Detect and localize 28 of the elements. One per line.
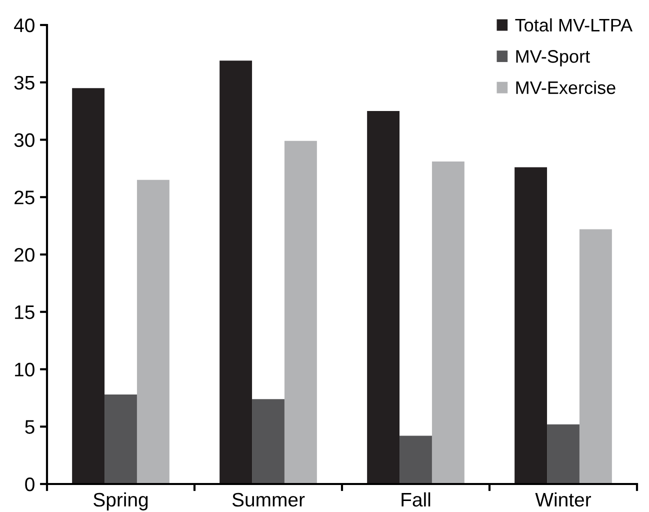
legend-label: Total MV-LTPA [515,18,633,32]
y-tick-label: 0 [25,477,34,492]
bar [220,60,252,484]
bar [579,229,612,484]
y-tick-label: 10 [15,362,34,376]
legend-label: MV-Sport [516,50,590,66]
y-tick-label: 25 [14,190,34,204]
bar [367,111,400,484]
y-tick-label: 40 [14,18,34,32]
legend-label: MV-Exercise [516,80,616,94]
bar [284,140,317,484]
bar [400,436,432,484]
y-tick-label: 35 [14,76,34,90]
bar [514,167,548,484]
bar [104,394,137,484]
y-tick-label: 15 [15,306,34,320]
bar [136,180,170,484]
y-tick-label: 20 [14,248,34,262]
bar [547,424,580,484]
x-tick-label: Winter [535,492,592,507]
bar [72,88,105,484]
y-tick-label: 5 [25,420,34,434]
x-tick-label: Fall [402,492,430,507]
bar [432,162,464,484]
y-tick-label: 30 [14,133,34,147]
x-tick-label: Summer [232,492,305,507]
x-tick-label: Spring [94,492,148,510]
bar [252,399,284,484]
